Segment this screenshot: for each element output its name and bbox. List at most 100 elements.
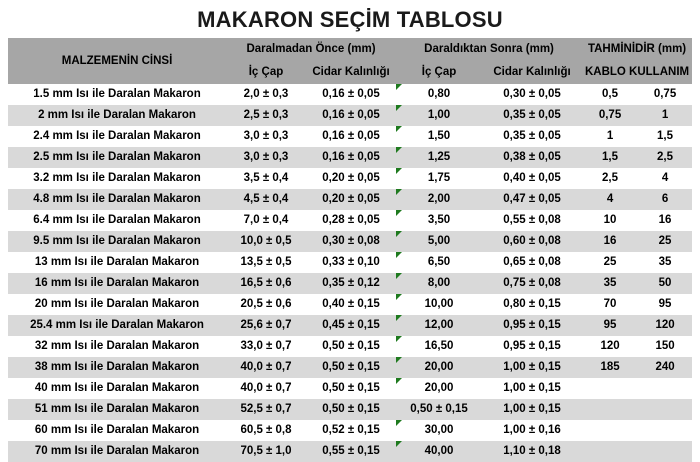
cell-before-inner-diameter: 10,0 ± 0,5	[226, 231, 306, 252]
column-group-header-estimate: TAHMİNİDİR (mm)	[582, 38, 693, 61]
cell-after-wall-thickness: 1,00 ± 0,15	[482, 357, 583, 378]
cell-material: 2.4 mm Isı ile Daralan Makaron	[8, 126, 226, 147]
cell-cable-usage-max	[638, 399, 693, 420]
cell-after-wall-thickness: 0,95 ± 0,15	[482, 315, 583, 336]
error-triangle-icon	[396, 378, 403, 384]
cell-after-inner-diameter: 16,50	[396, 336, 483, 357]
table-row: 70 mm Isı ile Daralan Makaron 70,5 ± 1,0 0…	[8, 441, 693, 462]
cell-before-inner-diameter: 70,5 ± 1,0	[226, 441, 306, 462]
cell-before-wall-thickness: 0,50 ± 0,15	[306, 357, 397, 378]
table-row: 6.4 mm Isı ile Daralan Makaron 7,0 ± 0,4 0…	[8, 210, 693, 231]
cell-cable-usage-min	[582, 399, 639, 420]
cell-after-wall-thickness: 0,75 ± 0,08	[482, 273, 583, 294]
cell-material: 32 mm Isı ile Daralan Makaron	[8, 336, 226, 357]
column-group-header-after: Daraldıktan Sonra (mm)	[396, 38, 583, 61]
cell-before-inner-diameter: 20,5 ± 0,6	[226, 294, 306, 315]
error-triangle-icon	[396, 336, 403, 342]
cell-before-inner-diameter: 7,0 ± 0,4	[226, 210, 306, 231]
cell-cable-usage-max: 6	[638, 189, 693, 210]
error-triangle-icon	[396, 294, 403, 300]
cell-before-inner-diameter: 33,0 ± 0,7	[226, 336, 306, 357]
cell-after-inner-diameter: 6,50	[396, 252, 483, 273]
cell-before-inner-diameter: 3,5 ± 0,4	[226, 168, 306, 189]
cell-cable-usage-max	[638, 378, 693, 399]
error-triangle-icon	[396, 189, 403, 195]
cell-before-wall-thickness: 0,45 ± 0,15	[306, 315, 397, 336]
cell-after-wall-thickness: 0,47 ± 0,05	[482, 189, 583, 210]
cell-before-wall-thickness: 0,50 ± 0,15	[306, 336, 397, 357]
cell-before-inner-diameter: 2,5 ± 0,3	[226, 105, 306, 126]
table-body: 1.5 mm Isı ile Daralan Makaron 2,0 ± 0,3 0…	[8, 84, 693, 462]
cell-material: 1.5 mm Isı ile Daralan Makaron	[8, 84, 226, 105]
cell-cable-usage-max: 150	[638, 336, 693, 357]
cell-before-inner-diameter: 25,6 ± 0,7	[226, 315, 306, 336]
cell-before-inner-diameter: 3,0 ± 0,3	[226, 147, 306, 168]
cell-cable-usage-min: 10	[582, 210, 639, 231]
error-triangle-icon	[396, 147, 403, 153]
cell-before-wall-thickness: 0,20 ± 0,05	[306, 189, 397, 210]
cell-before-wall-thickness: 0,33 ± 0,10	[306, 252, 397, 273]
cell-after-wall-thickness: 0,35 ± 0,05	[482, 126, 583, 147]
cell-material: 13 mm Isı ile Daralan Makaron	[8, 252, 226, 273]
cell-before-wall-thickness: 0,20 ± 0,05	[306, 168, 397, 189]
cell-after-wall-thickness: 0,38 ± 0,05	[482, 147, 583, 168]
cell-material: 6.4 mm Isı ile Daralan Makaron	[8, 210, 226, 231]
table-row: 25.4 mm Isı ile Daralan Makaron 25,6 ± 0,…	[8, 315, 693, 336]
error-triangle-icon	[396, 273, 403, 279]
cell-cable-usage-min: 185	[582, 357, 639, 378]
cell-before-inner-diameter: 40,0 ± 0,7	[226, 378, 306, 399]
cell-cable-usage-min	[582, 378, 639, 399]
cell-after-wall-thickness: 0,30 ± 0,05	[482, 84, 583, 105]
table-row: 2.4 mm Isı ile Daralan Makaron 3,0 ± 0,3 0…	[8, 126, 693, 147]
cell-after-inner-diameter: 1,75	[396, 168, 483, 189]
table-row: 40 mm Isı ile Daralan Makaron 40,0 ± 0,7 0…	[8, 378, 693, 399]
cell-cable-usage-min: 95	[582, 315, 639, 336]
cell-before-inner-diameter: 13,5 ± 0,5	[226, 252, 306, 273]
cell-after-inner-diameter: 1,00	[396, 105, 483, 126]
cell-after-inner-diameter: 5,00	[396, 231, 483, 252]
table-row: 4.8 mm Isı ile Daralan Makaron 4,5 ± 0,4 0…	[8, 189, 693, 210]
cell-after-wall-thickness: 0,80 ± 0,15	[482, 294, 583, 315]
cell-before-wall-thickness: 0,35 ± 0,12	[306, 273, 397, 294]
error-triangle-icon	[396, 84, 403, 90]
cell-before-inner-diameter: 16,5 ± 0,6	[226, 273, 306, 294]
column-group-header-before: Daralmadan Önce (mm)	[226, 38, 397, 61]
cell-material: 4.8 mm Isı ile Daralan Makaron	[8, 189, 226, 210]
page-root: MAKARON SEÇİM TABLOSU MALZEMENİN CİNSİ D…	[8, 7, 693, 462]
cell-cable-usage-max: 2,5	[638, 147, 693, 168]
cell-cable-usage-min: 0,5	[582, 84, 639, 105]
cell-material: 60 mm Isı ile Daralan Makaron	[8, 420, 226, 441]
table-row: 1.5 mm Isı ile Daralan Makaron 2,0 ± 0,3 0…	[8, 84, 693, 105]
cell-after-inner-diameter: 30,00	[396, 420, 483, 441]
cell-cable-usage-max: 120	[638, 315, 693, 336]
table-row: 2 mm Isı ile Daralan Makaron 2,5 ± 0,3 0,1…	[8, 105, 693, 126]
cell-before-wall-thickness: 0,30 ± 0,08	[306, 231, 397, 252]
cell-after-wall-thickness: 0,40 ± 0,05	[482, 168, 583, 189]
error-triangle-icon	[396, 420, 403, 426]
cell-cable-usage-max: 50	[638, 273, 693, 294]
cell-after-inner-diameter: 40,00	[396, 441, 483, 462]
cell-before-wall-thickness: 0,50 ± 0,15	[306, 399, 397, 420]
cell-material: 3.2 mm Isı ile Daralan Makaron	[8, 168, 226, 189]
cell-cable-usage-min: 120	[582, 336, 639, 357]
error-triangle-icon	[396, 105, 403, 111]
error-triangle-icon	[396, 168, 403, 174]
cell-material: 9.5 mm Isı ile Daralan Makaron	[8, 231, 226, 252]
cell-before-wall-thickness: 0,28 ± 0,05	[306, 210, 397, 231]
table-row: 3.2 mm Isı ile Daralan Makaron 3,5 ± 0,4 0…	[8, 168, 693, 189]
column-header-material: MALZEMENİN CİNSİ	[8, 38, 226, 84]
table-row: 9.5 mm Isı ile Daralan Makaron 10,0 ± 0,5…	[8, 231, 693, 252]
column-header-before-inner-diameter: İç Çap	[226, 61, 306, 84]
cell-material: 16 mm Isı ile Daralan Makaron	[8, 273, 226, 294]
table-header: MALZEMENİN CİNSİ Daralmadan Önce (mm) Da…	[8, 38, 693, 84]
cell-cable-usage-min: 16	[582, 231, 639, 252]
cell-before-wall-thickness: 0,40 ± 0,15	[306, 294, 397, 315]
cell-cable-usage-max	[638, 420, 693, 441]
error-triangle-icon	[396, 210, 403, 216]
cell-material: 40 mm Isı ile Daralan Makaron	[8, 378, 226, 399]
column-header-cable-usage: KABLO KULLANIM	[582, 61, 693, 84]
table-row: 2.5 mm Isı ile Daralan Makaron 3,0 ± 0,3 0…	[8, 147, 693, 168]
cell-cable-usage-min: 70	[582, 294, 639, 315]
cell-before-wall-thickness: 0,16 ± 0,05	[306, 126, 397, 147]
cell-after-inner-diameter: 12,00	[396, 315, 483, 336]
